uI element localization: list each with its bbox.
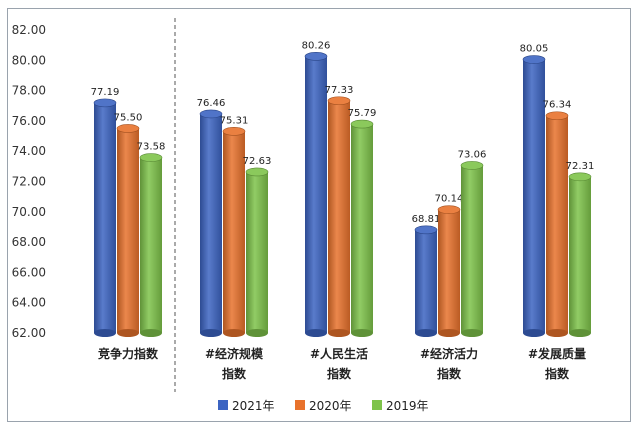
- data-label: 77.33: [325, 85, 354, 96]
- y-tick-label: 80.00: [12, 53, 46, 67]
- data-label: 76.46: [197, 98, 226, 109]
- bar: [437, 205, 461, 337]
- category-label: 指数: [327, 366, 352, 381]
- data-label: 73.58: [137, 142, 166, 153]
- legend-label: 2020年: [309, 399, 352, 413]
- bar: [245, 167, 269, 337]
- legend-item: 2021年: [218, 399, 275, 413]
- bar: [139, 153, 163, 337]
- bar: [304, 52, 328, 337]
- legend-label: 2019年: [386, 399, 429, 413]
- category-label: 指数: [545, 366, 570, 381]
- y-tick-label: 78.00: [12, 84, 46, 98]
- y-tick-label: 72.00: [12, 175, 46, 189]
- y-tick-label: 70.00: [12, 205, 46, 219]
- category-label: 竞争力指数: [98, 346, 159, 361]
- bar: [350, 119, 374, 337]
- data-label: 80.05: [520, 44, 549, 55]
- legend-item: 2020年: [295, 399, 352, 413]
- data-label: 70.14: [435, 194, 464, 205]
- category-label: 指数: [437, 366, 462, 381]
- data-label: 72.63: [243, 156, 272, 167]
- bar: [568, 172, 592, 337]
- data-label: 73.06: [458, 149, 487, 160]
- y-tick-label: 82.00: [12, 23, 46, 37]
- bar: [545, 111, 569, 337]
- data-label: 75.31: [220, 115, 249, 126]
- data-label: 75.79: [348, 108, 377, 119]
- bar: [222, 127, 246, 337]
- bar: [327, 96, 351, 337]
- y-tick-label: 66.00: [12, 265, 46, 279]
- data-label: 76.34: [543, 100, 572, 111]
- category-label: #经济规模: [205, 346, 264, 361]
- bar: [460, 161, 484, 337]
- data-label: 68.81: [412, 214, 441, 225]
- y-tick-label: 64.00: [12, 296, 46, 310]
- bar: [93, 98, 117, 337]
- bar: [414, 225, 438, 337]
- data-label: 72.31: [566, 161, 595, 172]
- bar: [116, 124, 140, 337]
- y-tick-label: 76.00: [12, 114, 46, 128]
- legend-label: 2021年: [232, 399, 275, 413]
- category-label: #人民生活: [310, 346, 368, 361]
- data-label: 80.26: [302, 40, 331, 51]
- category-label: 指数: [222, 366, 247, 381]
- bar: [199, 109, 223, 337]
- bar: [522, 55, 546, 337]
- data-label: 77.19: [91, 87, 120, 98]
- y-tick-label: 74.00: [12, 144, 46, 158]
- category-label: #经济活力: [420, 346, 478, 361]
- data-label: 75.50: [114, 112, 143, 123]
- y-tick-label: 68.00: [12, 235, 46, 249]
- legend-item: 2019年: [372, 399, 429, 413]
- category-label: #发展质量: [528, 346, 586, 361]
- y-tick-label: 62.00: [12, 326, 46, 340]
